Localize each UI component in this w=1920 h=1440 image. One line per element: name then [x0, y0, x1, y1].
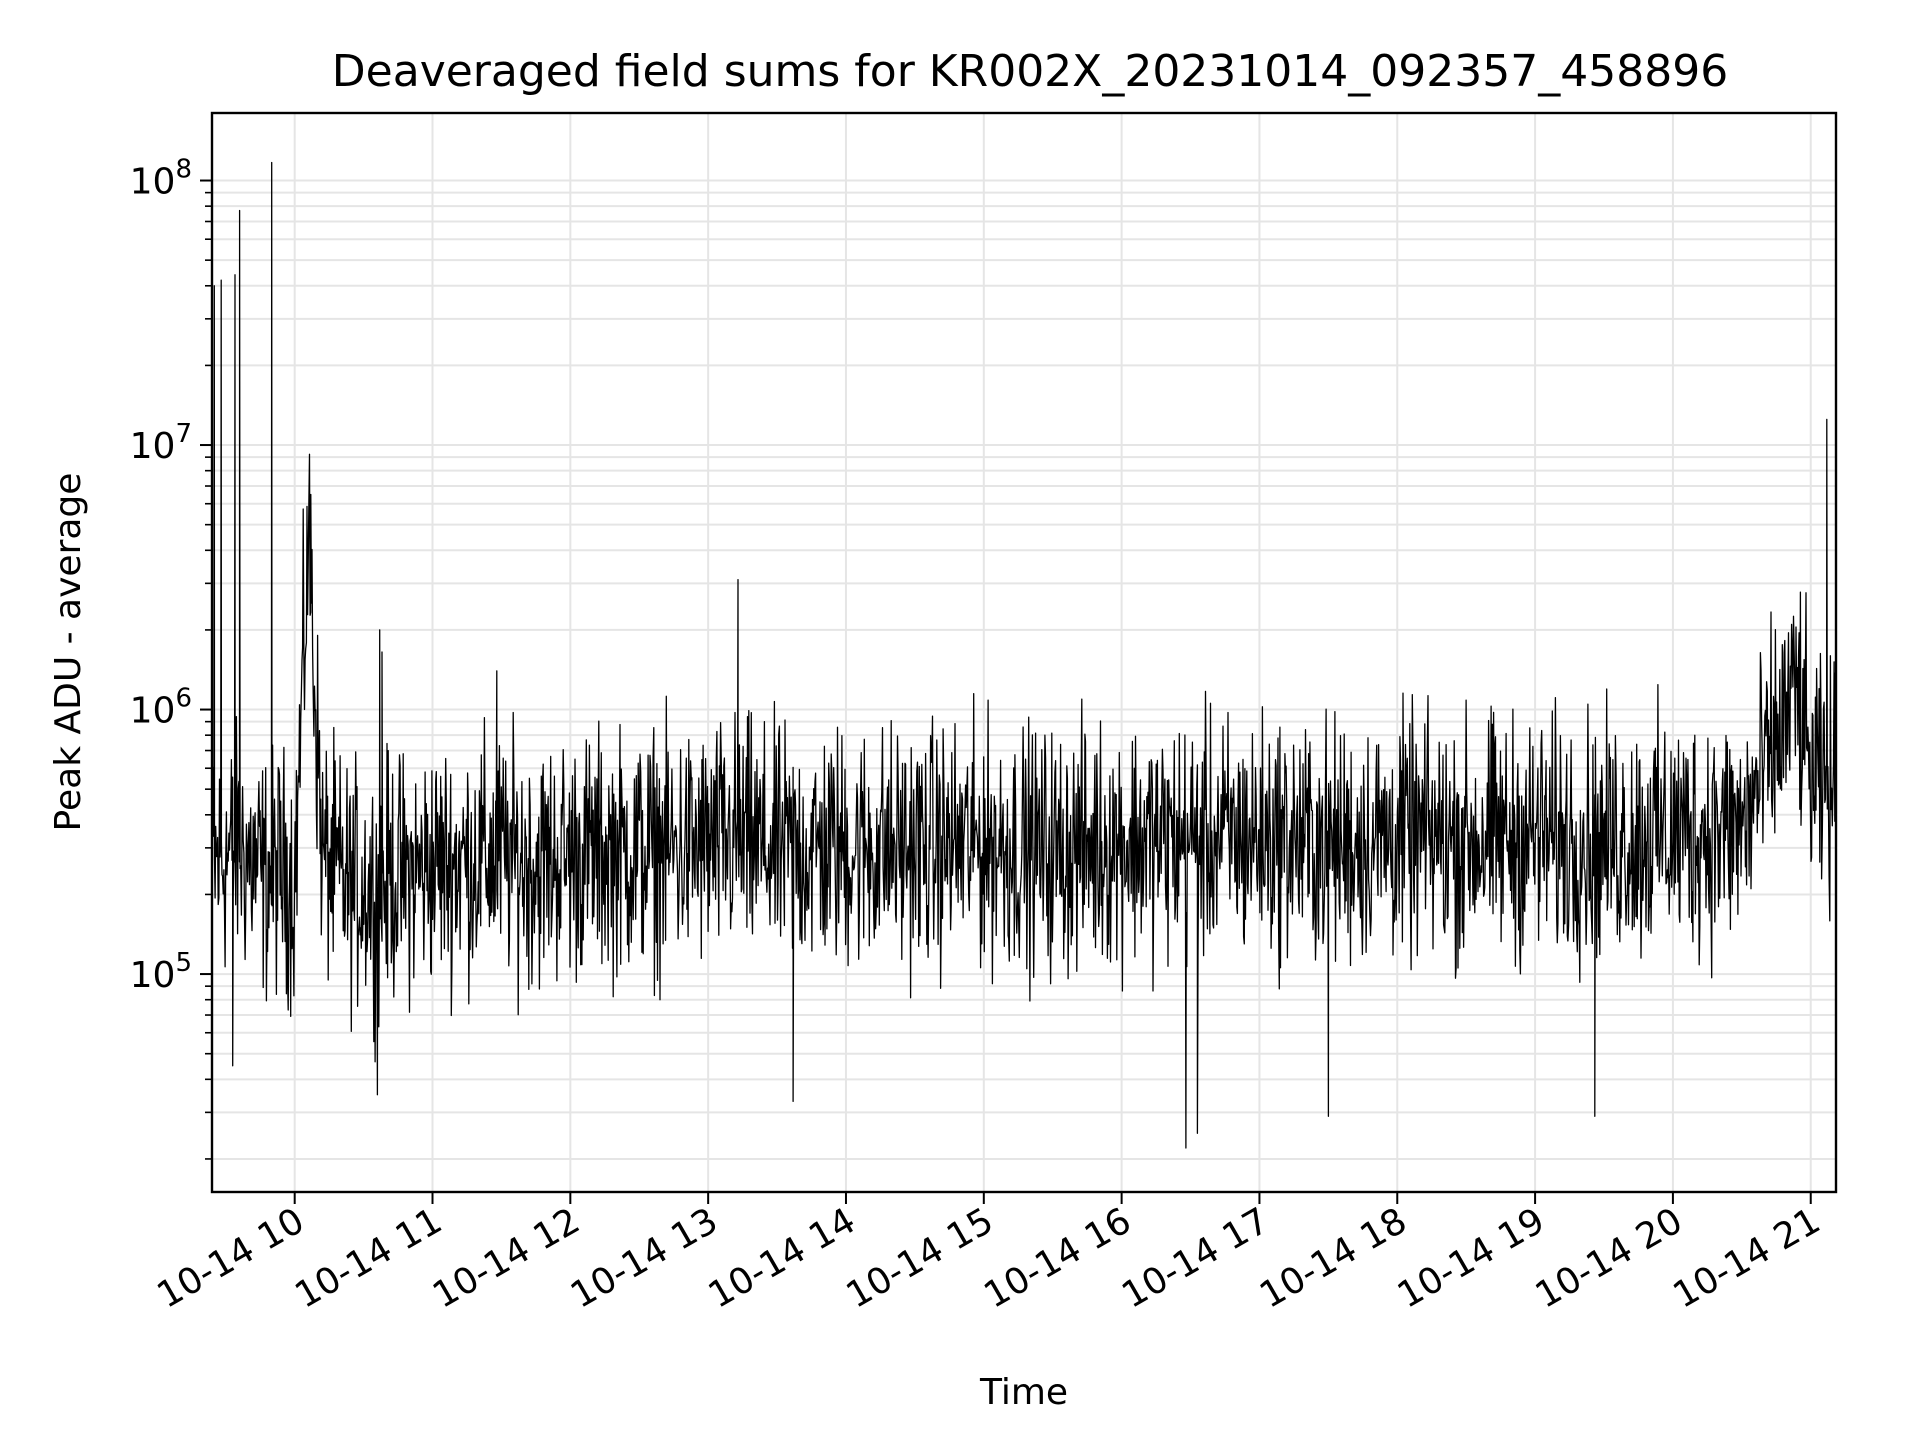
y-tick-label: 107 [130, 419, 192, 467]
series-line [211, 161, 1837, 1149]
data-series [211, 161, 1837, 1149]
y-tick-label: 106 [130, 684, 192, 732]
chart-title: Deaveraged field sums for KR002X_2023101… [332, 46, 1728, 97]
plot-area-frame [210, 111, 1838, 1194]
y-axis-ticks: 105 106 107 108 [130, 155, 212, 1160]
y-axis-label: Peak ADU - average [48, 473, 89, 832]
y-tick-label: 108 [130, 155, 192, 203]
y-tick-label: 105 [130, 948, 192, 996]
x-axis-label: Time [979, 1372, 1068, 1413]
